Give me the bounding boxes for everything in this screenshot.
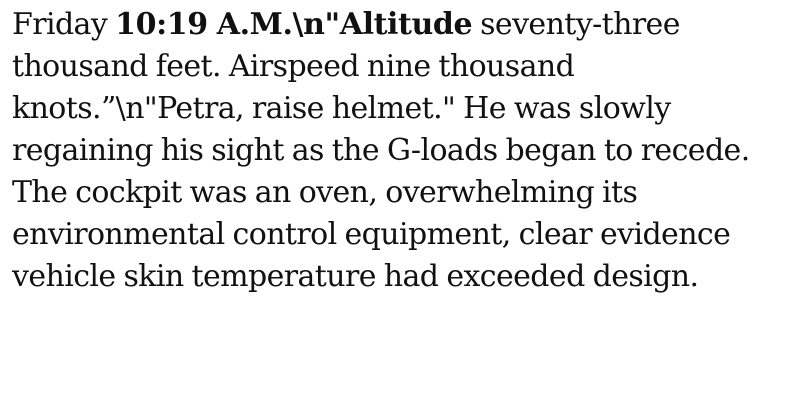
passage-line: thousand feet. Airspeed nine thousand (12, 49, 575, 84)
day-label: Friday (12, 7, 116, 42)
passage-line: regaining his sight as the G-loads began… (12, 133, 750, 168)
passage-line: The cockpit was an oven, overwhelming it… (12, 175, 638, 210)
passage-line: environmental control equipment, clear e… (12, 217, 731, 252)
time-altitude-heading: 10:19 A.M.\n"Altitude (115, 7, 473, 42)
passage-line: Friday 10:19 A.M.\n"Altitude seventy-thr… (12, 4, 792, 46)
story-passage: Friday 10:19 A.M.\n"Altitude seventy-thr… (12, 4, 792, 298)
passage-line: vehicle skin temperature had exceeded de… (12, 259, 699, 294)
passage-line: knots.”\n"Petra, raise helmet." He was s… (12, 91, 671, 126)
passage-line-text: seventy-three (472, 7, 680, 42)
